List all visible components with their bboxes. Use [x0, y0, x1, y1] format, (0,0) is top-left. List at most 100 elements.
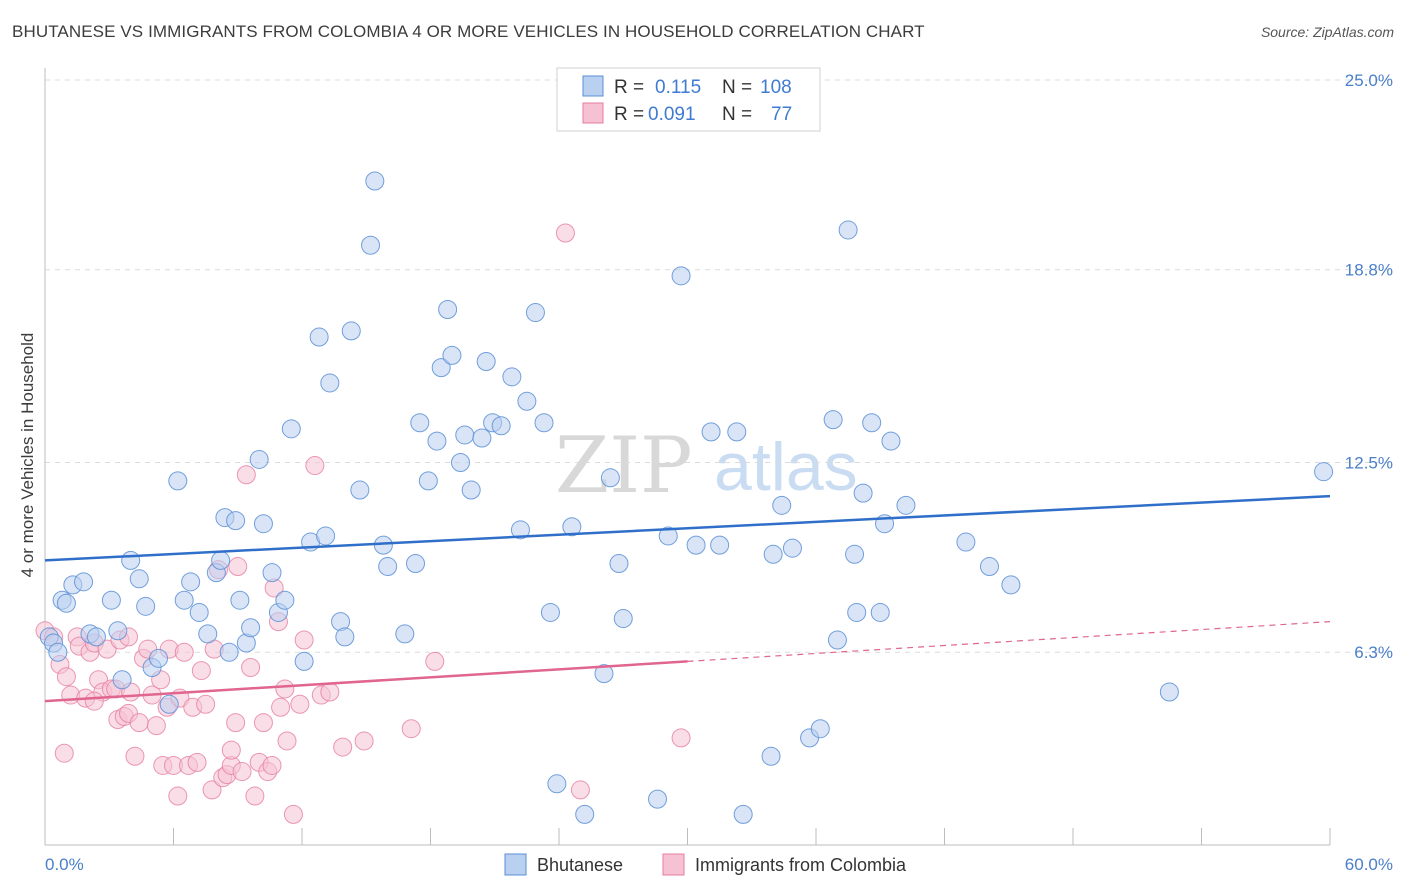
colombia-point: [125, 746, 145, 766]
y-axis-label: 4 or more Vehicles in Household: [18, 333, 37, 578]
colombia-point: [320, 682, 340, 702]
bhutanese-point: [219, 642, 239, 662]
colombia-point: [294, 630, 314, 650]
x-tick-label: 60.0%: [1345, 855, 1393, 874]
bhutanese-point: [1159, 682, 1179, 702]
colombia-point: [236, 465, 256, 485]
source-credit: Source: ZipAtlas.com: [1260, 24, 1394, 40]
bhutanese-point: [373, 535, 393, 555]
bhutanese-point: [189, 602, 209, 622]
colombia-point: [262, 755, 282, 775]
colombia-point: [226, 713, 246, 733]
bhutanese-point: [686, 535, 706, 555]
colombia-point: [187, 752, 207, 772]
bhutanese-point: [341, 321, 361, 341]
bottom-legend-swatch-bhutanese: [504, 853, 527, 876]
bhutanese-point: [361, 235, 381, 255]
x-tick-label: 0.0%: [45, 855, 84, 874]
bhutanese-point: [1001, 575, 1021, 595]
bhutanese-point: [594, 664, 614, 684]
bhutanese-point: [56, 593, 76, 613]
colombia-points: [35, 223, 691, 824]
bhutanese-point: [181, 572, 201, 592]
bhutanese-point: [823, 410, 843, 430]
colombia-point: [277, 731, 297, 751]
bhutanese-point: [575, 804, 595, 824]
bhutanese-point: [534, 413, 554, 433]
bhutanese-point: [1314, 462, 1334, 482]
y-tick-label: 25.0%: [1345, 71, 1393, 90]
bhutanese-point: [108, 621, 128, 641]
bhutanese-point: [562, 517, 582, 537]
bhutanese-point: [455, 425, 475, 445]
bhutanese-point: [418, 471, 438, 491]
watermark-atlas: atlas: [714, 429, 858, 505]
bhutanese-point: [121, 550, 141, 570]
bhutanese-point: [956, 532, 976, 552]
bhutanese-point: [502, 367, 522, 387]
bottom-legend-bhutanese: Bhutanese: [537, 855, 623, 875]
bhutanese-point: [772, 495, 792, 515]
colombia-point: [196, 694, 216, 714]
bhutanese-point: [136, 596, 156, 616]
bhutanese-point: [112, 670, 132, 690]
colombia-point: [290, 694, 310, 714]
bhutanese-point: [461, 480, 481, 500]
bhutanese-point: [294, 651, 314, 671]
bhutanese-point: [395, 624, 415, 644]
legend-n-label-1: N =: [722, 77, 752, 98]
legend-r-value-2: 0.091: [648, 104, 696, 125]
legend-swatch-colombia: [582, 102, 604, 124]
bhutanese-point: [431, 358, 451, 378]
colombia-point: [333, 737, 353, 757]
bhutanese-point: [86, 627, 106, 647]
bhutanese-point: [838, 220, 858, 240]
bhutanese-point: [275, 590, 295, 610]
bhutanese-point: [710, 535, 730, 555]
colombia-point: [555, 223, 575, 243]
colombia-point: [305, 456, 325, 476]
bottom-legend-swatch-colombia: [662, 853, 685, 876]
bhutanese-point: [316, 526, 336, 546]
watermark-zip: ZIP: [555, 421, 693, 511]
colombia-point: [56, 667, 76, 687]
y-tick-label: 6.3%: [1354, 643, 1393, 662]
legend-swatch-bhutanese: [582, 75, 604, 97]
legend-r-label-2: R =: [614, 104, 644, 125]
bhutanese-point: [600, 468, 620, 488]
bhutanese-point: [896, 495, 916, 515]
bhutanese-point: [979, 557, 999, 577]
bhutanese-point: [262, 563, 282, 583]
bhutanese-point: [763, 544, 783, 564]
colombia-point: [202, 780, 222, 800]
bhutanese-point: [782, 538, 802, 558]
bhutanese-point: [174, 590, 194, 610]
colombia-trend-extension: [687, 621, 1331, 662]
bhutanese-point: [74, 572, 94, 592]
bhutanese-point: [733, 804, 753, 824]
bhutanese-point: [281, 419, 301, 439]
colombia-point: [168, 786, 188, 806]
trend-lines: [44, 494, 1331, 703]
bhutanese-point: [547, 774, 567, 794]
colombia-point: [129, 713, 149, 733]
bhutanese-point: [827, 630, 847, 650]
bhutanese-point: [249, 449, 269, 469]
bhutanese-point: [845, 544, 865, 564]
legend-r-value-1: 0.115: [655, 77, 701, 98]
bhutanese-point: [510, 520, 530, 540]
bhutanese-point: [378, 557, 398, 577]
top-legend: R = 0.115 N = 108 R = 0.091 N = 77: [556, 67, 821, 132]
colombia-point: [84, 691, 104, 711]
bhutanese-point: [491, 416, 511, 436]
bhutanese-point: [442, 345, 462, 365]
axes: 6.3% 12.5% 18.8% 25.0% 0.0% 60.0%: [44, 68, 1393, 874]
bhutanese-point: [101, 590, 121, 610]
bhutanese-points: [39, 171, 1334, 824]
bhutanese-point: [525, 303, 545, 323]
bhutanese-point: [211, 550, 231, 570]
y-tick-label: 12.5%: [1345, 454, 1393, 473]
bhutanese-point: [810, 719, 830, 739]
bhutanese-point: [648, 789, 668, 809]
bhutanese-point: [438, 300, 458, 319]
